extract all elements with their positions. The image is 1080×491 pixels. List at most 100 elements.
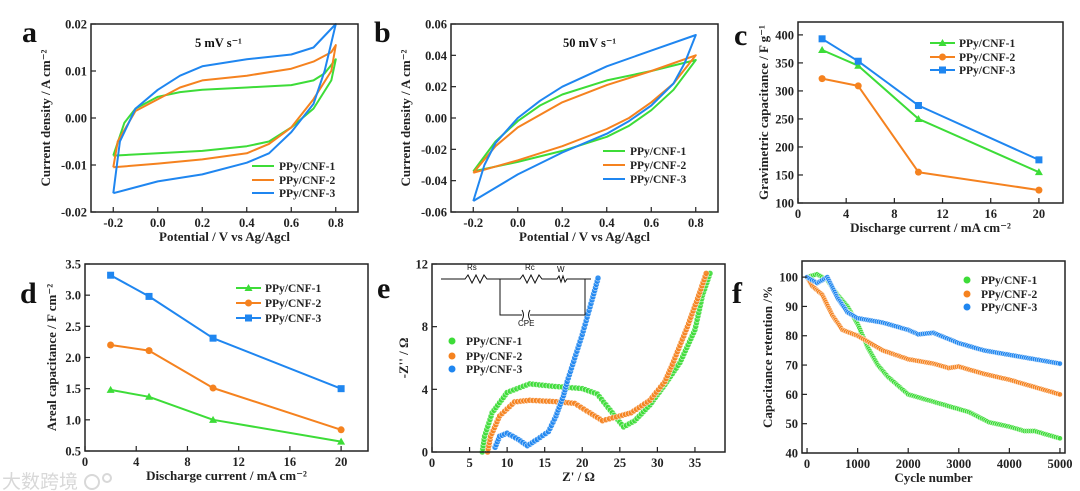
data-point bbox=[914, 114, 923, 122]
chart-panel-b: -0.2 0.0 0.2 0.4 0.6 0.8 -0.06 -0.04 -0.02 0.00 0.… bbox=[374, 16, 719, 244]
chart-panel-e: 0 5 10 15 20 25 30 35 0 4 8 12 Z' / Ω -Z'' / Ω e PPy/CN… bbox=[377, 258, 726, 484]
resistor-rs-rc-w-path bbox=[441, 273, 591, 285]
y-tick-label: 1.5 bbox=[65, 382, 81, 396]
x-tick-label: 0.2 bbox=[194, 216, 210, 230]
circuit-label-w: W bbox=[557, 265, 565, 274]
series-1 bbox=[112, 58, 337, 157]
y-axis-label: Current density / A cm⁻² bbox=[38, 49, 53, 186]
panel-letter: c bbox=[734, 19, 747, 52]
x-tick-label: 0 bbox=[795, 207, 801, 221]
x-tick-label: 0.0 bbox=[150, 216, 166, 230]
series-3 bbox=[818, 35, 1043, 164]
y-tick-label: 0 bbox=[422, 446, 428, 460]
y-tick-label: 0.00 bbox=[65, 112, 87, 126]
x-tick-label: 25 bbox=[614, 456, 627, 470]
y-axis-label: Capacitance retention /% bbox=[760, 286, 775, 428]
legend-label: PPy/CNF-3 bbox=[466, 364, 522, 376]
y-tick-label: 90 bbox=[786, 300, 799, 314]
legend-marker bbox=[448, 352, 456, 360]
y-tick-label: 60 bbox=[786, 388, 799, 402]
y-tick-label: 4 bbox=[422, 383, 429, 397]
panel-letter: d bbox=[20, 277, 37, 310]
data-point bbox=[107, 341, 115, 349]
legend-marker bbox=[244, 284, 253, 291]
series-2 bbox=[107, 341, 345, 434]
series-line bbox=[472, 54, 697, 174]
series-line bbox=[112, 58, 337, 157]
data-point bbox=[209, 384, 217, 392]
x-tick-label: 0.0 bbox=[510, 216, 526, 230]
panel-letter: e bbox=[377, 272, 390, 305]
legend-label: PPy/CNF-1 bbox=[630, 146, 686, 158]
y-tick-label: -0.04 bbox=[421, 174, 448, 188]
y-tick-label: 50 bbox=[786, 417, 799, 431]
legend-marker bbox=[939, 53, 946, 61]
series-line bbox=[110, 274, 342, 390]
data-point bbox=[594, 274, 602, 282]
x-tick-label: 0.8 bbox=[328, 216, 344, 230]
circuit-label-cpe: CPE bbox=[518, 319, 534, 328]
series-line bbox=[821, 49, 1040, 174]
series-line bbox=[112, 23, 337, 195]
series-3 bbox=[472, 34, 697, 202]
x-tick-label: 12 bbox=[936, 207, 949, 221]
y-tick-label: 150 bbox=[775, 168, 794, 182]
series-line bbox=[821, 37, 1040, 161]
x-tick-label: 12 bbox=[232, 455, 245, 469]
data-point bbox=[818, 46, 827, 54]
y-tick-label: 100 bbox=[779, 271, 798, 285]
legend-label: PPy/CNF-2 bbox=[981, 289, 1037, 301]
series-line bbox=[110, 344, 342, 431]
chart-panel-d: 0 4 8 12 16 20 0.5 1.0 1.5 2.0 2.5 3.0 3.5 Discharge … bbox=[20, 258, 369, 483]
y-tick-label: -0.02 bbox=[421, 143, 447, 157]
y-tick-label: 250 bbox=[775, 112, 794, 126]
legend-label: PPy/CNF-3 bbox=[279, 188, 335, 200]
x-tick-label: 0.4 bbox=[599, 216, 615, 230]
x-tick-label: 30 bbox=[651, 456, 664, 470]
series-line bbox=[110, 388, 342, 443]
data-point bbox=[1057, 391, 1063, 398]
plot-frame bbox=[801, 260, 1066, 454]
x-tick-label: 15 bbox=[538, 456, 551, 470]
legend-marker bbox=[939, 66, 946, 74]
y-tick-label: 0.5 bbox=[65, 445, 81, 459]
data-point bbox=[1035, 156, 1043, 164]
legend-marker bbox=[245, 314, 252, 322]
chart-panel-a: -0.2 0.0 0.2 0.4 0.6 0.8 -0.02 -0.01 0.00 0.01 0.0… bbox=[22, 16, 359, 244]
x-tick-label: 1000 bbox=[845, 457, 870, 471]
x-axis-label: Discharge current / mA cm⁻² bbox=[146, 468, 307, 483]
x-tick-label: 8 bbox=[891, 207, 897, 221]
legend-marker bbox=[938, 39, 947, 46]
data-point bbox=[854, 57, 862, 65]
panel-letter: b bbox=[374, 16, 391, 49]
x-axis-label: Potential / V vs Ag/Agcl bbox=[159, 229, 290, 244]
series-1 bbox=[106, 385, 346, 445]
x-tick-label: 4 bbox=[843, 207, 850, 221]
x-tick-label: 0 bbox=[804, 457, 810, 471]
legend-label: PPy/CNF-3 bbox=[630, 174, 686, 186]
legend-label: PPy/CNF-1 bbox=[279, 161, 335, 173]
series-1 bbox=[818, 46, 1043, 176]
y-axis-label: Areal capacitance / F cm⁻² bbox=[44, 284, 59, 431]
data-point bbox=[818, 75, 826, 83]
data-point bbox=[914, 101, 922, 109]
x-tick-label: -0.2 bbox=[103, 216, 123, 230]
y-tick-label: 0.00 bbox=[425, 112, 447, 126]
x-axis-label: Cycle number bbox=[894, 470, 973, 485]
legend-marker bbox=[245, 299, 252, 307]
y-tick-label: -0.01 bbox=[61, 159, 87, 173]
series-line bbox=[472, 34, 697, 202]
y-tick-label: 400 bbox=[775, 28, 794, 42]
legend-marker bbox=[963, 276, 971, 284]
data-point bbox=[209, 415, 218, 423]
x-tick-label: 20 bbox=[576, 456, 589, 470]
series-2 bbox=[804, 274, 1063, 398]
y-tick-label: 0.01 bbox=[65, 65, 87, 79]
y-tick-label: 3.5 bbox=[65, 258, 81, 272]
legend-label: PPy/CNF-1 bbox=[466, 336, 522, 348]
y-tick-label: 2.0 bbox=[65, 351, 81, 365]
y-tick-label: 12 bbox=[416, 258, 429, 272]
data-point bbox=[107, 271, 115, 279]
